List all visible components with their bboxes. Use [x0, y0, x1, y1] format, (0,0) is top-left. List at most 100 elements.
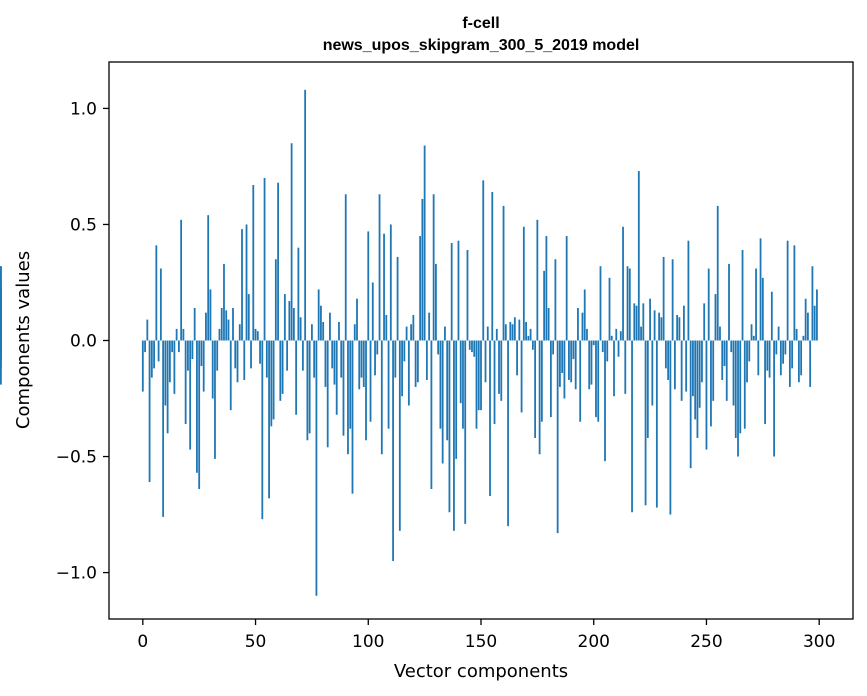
bar	[290, 143, 293, 341]
bar	[223, 263, 225, 341]
bar	[261, 340, 264, 520]
bar	[196, 340, 198, 473]
bar	[746, 340, 748, 383]
bar	[701, 340, 703, 383]
bar	[581, 312, 584, 341]
bar	[694, 340, 697, 420]
y-tick-label: 1.0	[70, 99, 97, 119]
bar	[556, 340, 559, 534]
bar	[599, 266, 602, 341]
bar	[793, 245, 796, 341]
bar	[353, 324, 356, 341]
bar	[752, 335, 755, 341]
bar	[800, 340, 803, 376]
bar	[737, 340, 739, 457]
bar	[218, 328, 221, 341]
bar	[430, 340, 433, 490]
bar	[545, 236, 548, 341]
bar	[173, 340, 176, 394]
bar	[683, 305, 685, 341]
bar	[468, 340, 471, 350]
bar	[507, 340, 509, 527]
bar	[475, 340, 478, 429]
bar	[500, 340, 503, 401]
bar	[331, 340, 334, 369]
bar	[241, 229, 243, 341]
bar	[441, 340, 444, 464]
bar	[730, 340, 733, 353]
bar	[209, 289, 212, 341]
bar	[198, 340, 201, 490]
bar	[570, 340, 573, 383]
x-tick-label: 100	[352, 632, 384, 652]
bar	[211, 340, 214, 399]
bar	[786, 240, 789, 341]
bar	[705, 340, 708, 450]
bar	[383, 233, 385, 341]
bar	[791, 340, 794, 369]
x-axis-label: Vector components	[394, 661, 568, 682]
bar	[362, 340, 365, 387]
bar	[761, 277, 764, 341]
bar	[268, 340, 270, 499]
bar	[466, 249, 469, 341]
bar	[180, 219, 183, 341]
bar	[773, 340, 775, 457]
bar	[522, 226, 525, 341]
bar	[387, 340, 390, 429]
bar	[649, 298, 651, 341]
bar	[493, 340, 496, 425]
bar	[347, 340, 349, 455]
bar	[525, 321, 527, 341]
bar	[653, 310, 656, 341]
bar	[613, 340, 615, 397]
bar	[698, 340, 701, 408]
bar	[225, 310, 228, 341]
x-tick-label: 150	[465, 632, 497, 652]
bar	[568, 340, 570, 380]
bar	[779, 340, 782, 376]
bar	[759, 238, 762, 341]
bar	[723, 340, 726, 367]
bar	[797, 340, 800, 383]
bar	[153, 340, 155, 369]
bar	[804, 298, 807, 341]
bar	[669, 340, 672, 515]
bar	[662, 256, 665, 341]
bar	[374, 340, 376, 376]
bar	[710, 340, 712, 427]
bar	[498, 340, 500, 394]
bar	[577, 308, 579, 341]
bar	[423, 145, 426, 341]
bar	[473, 340, 476, 357]
bar	[712, 340, 715, 401]
y-tick-label: 0.5	[70, 215, 97, 235]
bar	[329, 312, 331, 341]
bar	[236, 340, 239, 383]
bar	[184, 340, 187, 425]
bar	[531, 340, 534, 350]
bar	[295, 340, 298, 415]
bar	[509, 321, 512, 341]
bar	[543, 270, 546, 341]
bar	[437, 340, 440, 355]
bar	[813, 305, 816, 341]
bar	[259, 340, 261, 364]
bar	[380, 340, 383, 455]
bar	[671, 259, 674, 341]
bar	[283, 294, 286, 341]
bar	[795, 328, 798, 341]
bar	[716, 205, 719, 341]
bar	[489, 340, 491, 496]
bar	[425, 340, 428, 380]
bar	[646, 340, 649, 438]
bar	[450, 243, 453, 341]
bar	[398, 340, 401, 531]
bar	[378, 194, 381, 341]
bar	[191, 340, 194, 360]
bar	[356, 298, 358, 341]
bar	[534, 340, 537, 438]
bar	[529, 328, 532, 341]
bar	[764, 340, 766, 425]
bar	[678, 317, 681, 341]
